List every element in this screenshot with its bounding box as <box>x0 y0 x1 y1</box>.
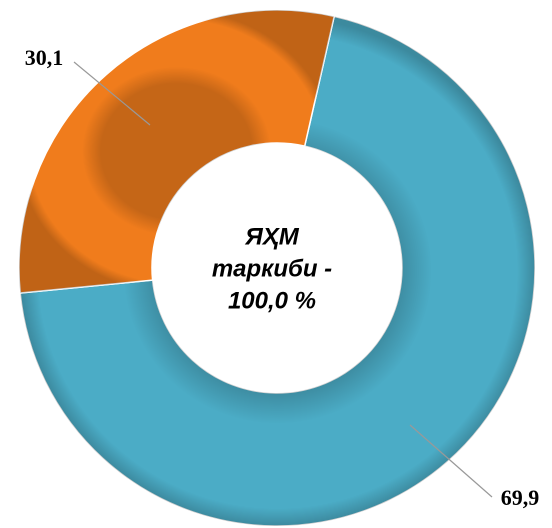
leader-line <box>73 61 151 126</box>
value-label: 69,9 <box>501 485 540 510</box>
segment-shade <box>19 10 335 293</box>
center-label: 100,0 % <box>228 287 316 314</box>
value-label: 30,1 <box>25 45 64 70</box>
center-label: ЯҲМ <box>244 223 300 250</box>
leader-line <box>409 424 493 498</box>
segment-shade <box>20 16 536 526</box>
center-label: таркиби - <box>212 255 332 282</box>
